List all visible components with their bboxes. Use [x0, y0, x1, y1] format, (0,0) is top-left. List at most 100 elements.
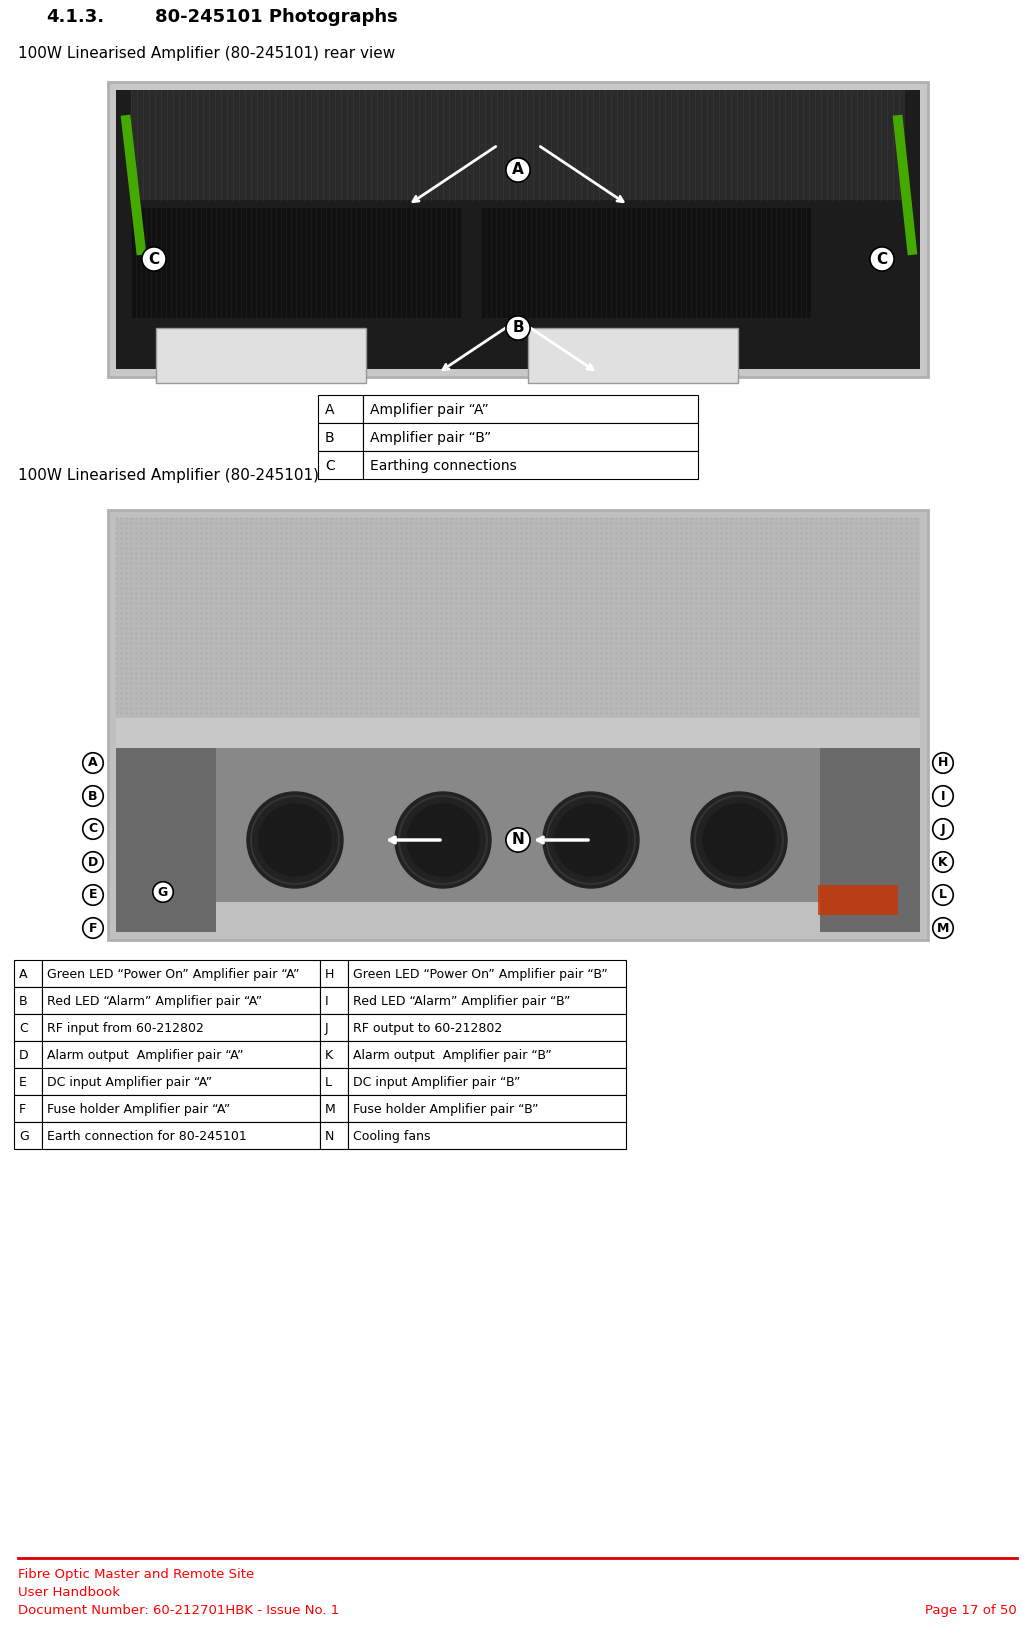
Circle shape — [703, 804, 775, 876]
Text: J: J — [941, 822, 945, 835]
Text: E: E — [19, 1076, 27, 1089]
Text: 100W Linearised Amplifier (80-245101) front view: 100W Linearised Amplifier (80-245101) fr… — [18, 468, 401, 483]
Bar — [156, 328, 366, 383]
Bar — [348, 1068, 626, 1094]
Text: F: F — [89, 922, 97, 935]
Text: Alarm output  Amplifier pair “B”: Alarm output Amplifier pair “B” — [353, 1048, 552, 1061]
Bar — [481, 208, 811, 318]
Bar — [363, 450, 698, 478]
Bar — [363, 395, 698, 423]
Text: Cooling fans: Cooling fans — [353, 1130, 431, 1143]
Bar — [108, 82, 928, 377]
Text: A: A — [88, 757, 98, 770]
Text: H: H — [325, 968, 334, 981]
Bar — [116, 749, 920, 932]
Bar — [320, 1068, 348, 1094]
Text: G: G — [158, 886, 168, 899]
Text: C: C — [325, 459, 334, 473]
Bar — [131, 208, 461, 318]
Bar — [348, 1094, 626, 1122]
Text: N: N — [325, 1130, 334, 1143]
Bar — [320, 960, 348, 988]
Text: RF input from 60-212802: RF input from 60-212802 — [47, 1022, 204, 1035]
Text: D: D — [88, 855, 98, 868]
Text: L: L — [325, 1076, 332, 1089]
Text: L: L — [939, 888, 947, 901]
Bar — [348, 1042, 626, 1068]
Text: C: C — [88, 822, 97, 835]
Bar — [14, 1014, 42, 1042]
Text: A: A — [325, 403, 334, 418]
Text: Green LED “Power On” Amplifier pair “A”: Green LED “Power On” Amplifier pair “A” — [47, 968, 299, 981]
Text: Amplifier pair “A”: Amplifier pair “A” — [369, 403, 489, 418]
Bar — [318, 450, 363, 478]
Text: B: B — [512, 321, 524, 336]
Bar — [348, 1122, 626, 1148]
Text: N: N — [511, 832, 525, 847]
Bar — [14, 1042, 42, 1068]
Text: Earthing connections: Earthing connections — [369, 459, 516, 473]
Bar — [320, 988, 348, 1014]
Bar — [108, 509, 928, 940]
Bar — [116, 717, 920, 749]
Bar — [116, 518, 920, 717]
Text: 100W Linearised Amplifier (80-245101) rear view: 100W Linearised Amplifier (80-245101) re… — [18, 46, 395, 61]
Bar — [14, 1068, 42, 1094]
Text: K: K — [325, 1048, 333, 1061]
Bar — [320, 1122, 348, 1148]
Text: User Handbook: User Handbook — [18, 1586, 120, 1599]
Text: C: C — [877, 252, 888, 267]
Text: B: B — [88, 790, 97, 803]
Bar — [42, 1042, 320, 1068]
Text: H: H — [938, 757, 948, 770]
Bar — [528, 328, 738, 383]
Text: 80-245101 Photographs: 80-245101 Photographs — [155, 8, 397, 26]
Bar — [131, 90, 905, 200]
Text: A: A — [512, 162, 524, 177]
Text: M: M — [325, 1102, 335, 1115]
Bar — [318, 423, 363, 450]
Bar — [320, 1014, 348, 1042]
Bar — [42, 1068, 320, 1094]
Bar — [14, 988, 42, 1014]
Text: E: E — [89, 888, 97, 901]
Text: DC input Amplifier pair “B”: DC input Amplifier pair “B” — [353, 1076, 521, 1089]
Text: Green LED “Power On” Amplifier pair “B”: Green LED “Power On” Amplifier pair “B” — [353, 968, 608, 981]
Circle shape — [543, 793, 639, 888]
Circle shape — [407, 804, 479, 876]
Bar — [42, 960, 320, 988]
Bar — [320, 1094, 348, 1122]
Text: A: A — [19, 968, 28, 981]
Bar — [363, 423, 698, 450]
Text: B: B — [325, 431, 334, 446]
Text: Red LED “Alarm” Amplifier pair “B”: Red LED “Alarm” Amplifier pair “B” — [353, 994, 570, 1007]
Bar — [320, 1042, 348, 1068]
Bar — [14, 960, 42, 988]
Text: C: C — [148, 252, 159, 267]
Text: F: F — [19, 1102, 26, 1115]
Text: B: B — [19, 994, 28, 1007]
Text: G: G — [19, 1130, 29, 1143]
Text: Earth connection for 80-245101: Earth connection for 80-245101 — [47, 1130, 246, 1143]
Bar — [42, 1122, 320, 1148]
Circle shape — [555, 804, 627, 876]
Bar — [42, 1014, 320, 1042]
Bar — [42, 1094, 320, 1122]
Text: Amplifier pair “B”: Amplifier pair “B” — [369, 431, 492, 446]
Text: D: D — [19, 1048, 29, 1061]
Circle shape — [259, 804, 331, 876]
Bar — [818, 885, 898, 916]
Text: M: M — [937, 922, 949, 935]
Text: I: I — [941, 790, 945, 803]
Bar — [116, 90, 920, 369]
Text: Fuse holder Amplifier pair “B”: Fuse holder Amplifier pair “B” — [353, 1102, 538, 1115]
Text: Page 17 of 50: Page 17 of 50 — [925, 1604, 1017, 1617]
Text: Red LED “Alarm” Amplifier pair “A”: Red LED “Alarm” Amplifier pair “A” — [47, 994, 262, 1007]
Bar — [348, 960, 626, 988]
Bar — [14, 1122, 42, 1148]
Bar — [42, 988, 320, 1014]
Text: I: I — [325, 994, 329, 1007]
Text: Alarm output  Amplifier pair “A”: Alarm output Amplifier pair “A” — [47, 1048, 243, 1061]
Bar — [348, 988, 626, 1014]
Circle shape — [691, 793, 787, 888]
